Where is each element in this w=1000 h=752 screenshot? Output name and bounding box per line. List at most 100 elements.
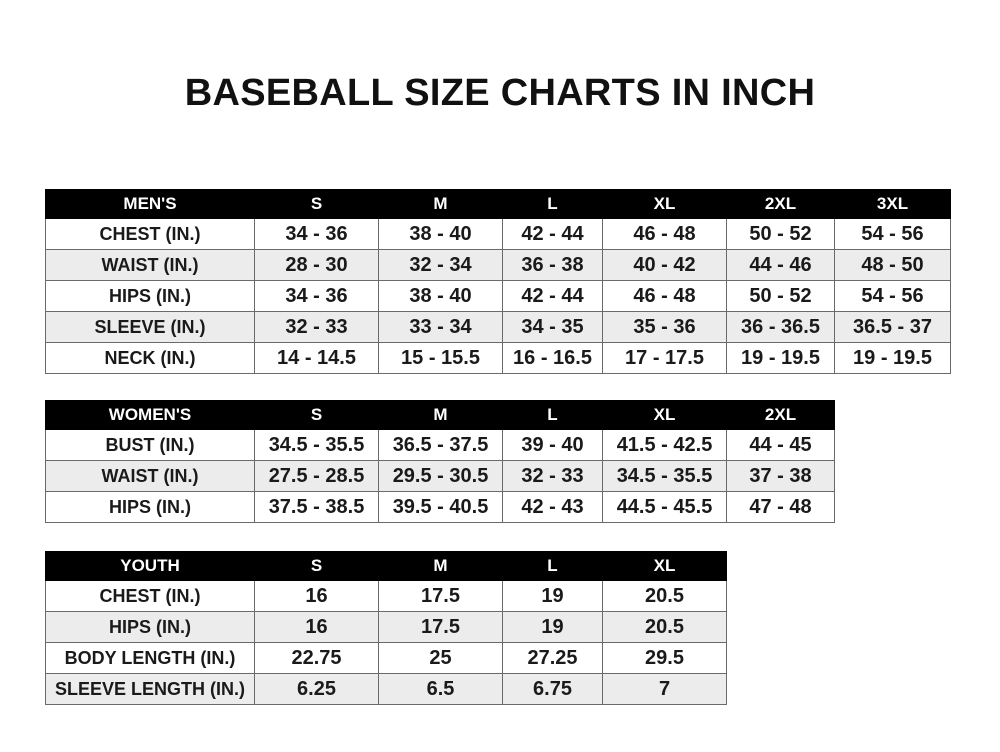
table-row: SLEEVE LENGTH (IN.) 6.25 6.5 6.75 7 bbox=[45, 673, 727, 705]
measurement-cell: 41.5 - 42.5 bbox=[602, 429, 727, 461]
measurement-cell: 46 - 48 bbox=[602, 218, 727, 250]
measurement-cell: 54 - 56 bbox=[834, 280, 951, 312]
measurement-cell: 54 - 56 bbox=[834, 218, 951, 250]
size-header: XL bbox=[602, 189, 727, 219]
measurement-cell: 42 - 43 bbox=[502, 491, 603, 523]
measurement-cell: 40 - 42 bbox=[602, 249, 727, 281]
category-header: YOUTH bbox=[45, 551, 255, 581]
measurement-cell: 6.25 bbox=[254, 673, 379, 705]
measurement-cell: 34 - 35 bbox=[502, 311, 603, 343]
measurement-cell: 48 - 50 bbox=[834, 249, 951, 281]
measurement-label: BODY LENGTH (IN.) bbox=[45, 642, 255, 674]
measurement-cell: 16 - 16.5 bbox=[502, 342, 603, 374]
measurement-cell: 44.5 - 45.5 bbox=[602, 491, 727, 523]
measurement-label: WAIST (IN.) bbox=[45, 460, 255, 492]
measurement-label: NECK (IN.) bbox=[45, 342, 255, 374]
size-header: M bbox=[378, 400, 503, 430]
table-row: HIPS (IN.) 34 - 36 38 - 40 42 - 44 46 - 48 50… bbox=[45, 280, 951, 312]
measurement-cell: 27.25 bbox=[502, 642, 603, 674]
table-row: CHEST (IN.) 16 17.5 19 20.5 bbox=[45, 580, 727, 612]
measurement-cell: 17.5 bbox=[378, 611, 503, 643]
measurement-cell: 6.5 bbox=[378, 673, 503, 705]
womens-size-table: WOMEN'S S M L XL 2XL BUST (IN.) 34.5 - 35.5 36.5… bbox=[45, 400, 835, 523]
measurement-cell: 17.5 bbox=[378, 580, 503, 612]
page-title: BASEBALL SIZE CHARTS IN INCH bbox=[184, 72, 816, 114]
measurement-cell: 42 - 44 bbox=[502, 218, 603, 250]
measurement-cell: 32 - 33 bbox=[254, 311, 379, 343]
measurement-cell: 19 - 19.5 bbox=[726, 342, 835, 374]
measurement-cell: 39.5 - 40.5 bbox=[378, 491, 503, 523]
measurement-label: SLEEVE (IN.) bbox=[45, 311, 255, 343]
size-header: L bbox=[502, 551, 603, 581]
measurement-cell: 42 - 44 bbox=[502, 280, 603, 312]
size-header: XL bbox=[602, 551, 727, 581]
measurement-label: HIPS (IN.) bbox=[45, 280, 255, 312]
size-header: S bbox=[254, 551, 379, 581]
measurement-cell: 19 bbox=[502, 580, 603, 612]
measurement-cell: 47 - 48 bbox=[726, 491, 835, 523]
measurement-cell: 14 - 14.5 bbox=[254, 342, 379, 374]
measurement-cell: 27.5 - 28.5 bbox=[254, 460, 379, 492]
measurement-cell: 17 - 17.5 bbox=[602, 342, 727, 374]
measurement-label: CHEST (IN.) bbox=[45, 580, 255, 612]
category-header: MEN'S bbox=[45, 189, 255, 219]
table-row: WAIST (IN.) 27.5 - 28.5 29.5 - 30.5 32 - 33… bbox=[45, 460, 835, 492]
table-row: BUST (IN.) 34.5 - 35.5 36.5 - 37.5 39 - 40 4… bbox=[45, 429, 835, 461]
measurement-cell: 50 - 52 bbox=[726, 280, 835, 312]
table-row: NECK (IN.) 14 - 14.5 15 - 15.5 16 - 16.5 17 … bbox=[45, 342, 951, 374]
measurement-cell: 16 bbox=[254, 611, 379, 643]
size-header: M bbox=[378, 189, 503, 219]
measurement-cell: 38 - 40 bbox=[378, 218, 503, 250]
size-header: M bbox=[378, 551, 503, 581]
measurement-cell: 19 - 19.5 bbox=[834, 342, 951, 374]
measurement-label: SLEEVE LENGTH (IN.) bbox=[45, 673, 255, 705]
measurement-cell: 37.5 - 38.5 bbox=[254, 491, 379, 523]
measurement-label: CHEST (IN.) bbox=[45, 218, 255, 250]
measurement-cell: 33 - 34 bbox=[378, 311, 503, 343]
measurement-cell: 29.5 - 30.5 bbox=[378, 460, 503, 492]
measurement-label: HIPS (IN.) bbox=[45, 611, 255, 643]
measurement-label: HIPS (IN.) bbox=[45, 491, 255, 523]
size-header: 2XL bbox=[726, 400, 835, 430]
table-row: HIPS (IN.) 16 17.5 19 20.5 bbox=[45, 611, 727, 643]
table-row: CHEST (IN.) 34 - 36 38 - 40 42 - 44 46 - 48 5… bbox=[45, 218, 951, 250]
youth-size-table: YOUTH S M L XL CHEST (IN.) 16 17.5 19 20.5 HIPS (I… bbox=[45, 551, 727, 705]
header-row: MEN'S S M L XL 2XL 3XL bbox=[45, 189, 951, 219]
table-row: SLEEVE (IN.) 32 - 33 33 - 34 34 - 35 35 - 36… bbox=[45, 311, 951, 343]
measurement-cell: 34 - 36 bbox=[254, 280, 379, 312]
header-row: YOUTH S M L XL bbox=[45, 551, 727, 581]
measurement-label: BUST (IN.) bbox=[45, 429, 255, 461]
measurement-cell: 16 bbox=[254, 580, 379, 612]
measurement-cell: 15 - 15.5 bbox=[378, 342, 503, 374]
measurement-cell: 20.5 bbox=[602, 611, 727, 643]
measurement-cell: 25 bbox=[378, 642, 503, 674]
measurement-cell: 38 - 40 bbox=[378, 280, 503, 312]
measurement-cell: 36.5 - 37 bbox=[834, 311, 951, 343]
measurement-cell: 34.5 - 35.5 bbox=[254, 429, 379, 461]
size-header: L bbox=[502, 189, 603, 219]
table-row: HIPS (IN.) 37.5 - 38.5 39.5 - 40.5 42 - 43 4… bbox=[45, 491, 835, 523]
measurement-cell: 36 - 38 bbox=[502, 249, 603, 281]
measurement-cell: 44 - 45 bbox=[726, 429, 835, 461]
measurement-cell: 50 - 52 bbox=[726, 218, 835, 250]
table-row: BODY LENGTH (IN.) 22.75 25 27.25 29.5 bbox=[45, 642, 727, 674]
size-header: S bbox=[254, 400, 379, 430]
header-row: WOMEN'S S M L XL 2XL bbox=[45, 400, 835, 430]
table-row: WAIST (IN.) 28 - 30 32 - 34 36 - 38 40 - 42 4… bbox=[45, 249, 951, 281]
measurement-cell: 44 - 46 bbox=[726, 249, 835, 281]
measurement-label: WAIST (IN.) bbox=[45, 249, 255, 281]
size-header: L bbox=[502, 400, 603, 430]
measurement-cell: 46 - 48 bbox=[602, 280, 727, 312]
measurement-cell: 28 - 30 bbox=[254, 249, 379, 281]
measurement-cell: 32 - 34 bbox=[378, 249, 503, 281]
measurement-cell: 39 - 40 bbox=[502, 429, 603, 461]
measurement-cell: 29.5 bbox=[602, 642, 727, 674]
measurement-cell: 36.5 - 37.5 bbox=[378, 429, 503, 461]
measurement-cell: 37 - 38 bbox=[726, 460, 835, 492]
category-header: WOMEN'S bbox=[45, 400, 255, 430]
mens-size-table: MEN'S S M L XL 2XL 3XL CHEST (IN.) 34 - 36 38 - 4… bbox=[45, 189, 951, 374]
size-header: 3XL bbox=[834, 189, 951, 219]
measurement-cell: 35 - 36 bbox=[602, 311, 727, 343]
measurement-cell: 34.5 - 35.5 bbox=[602, 460, 727, 492]
measurement-cell: 6.75 bbox=[502, 673, 603, 705]
